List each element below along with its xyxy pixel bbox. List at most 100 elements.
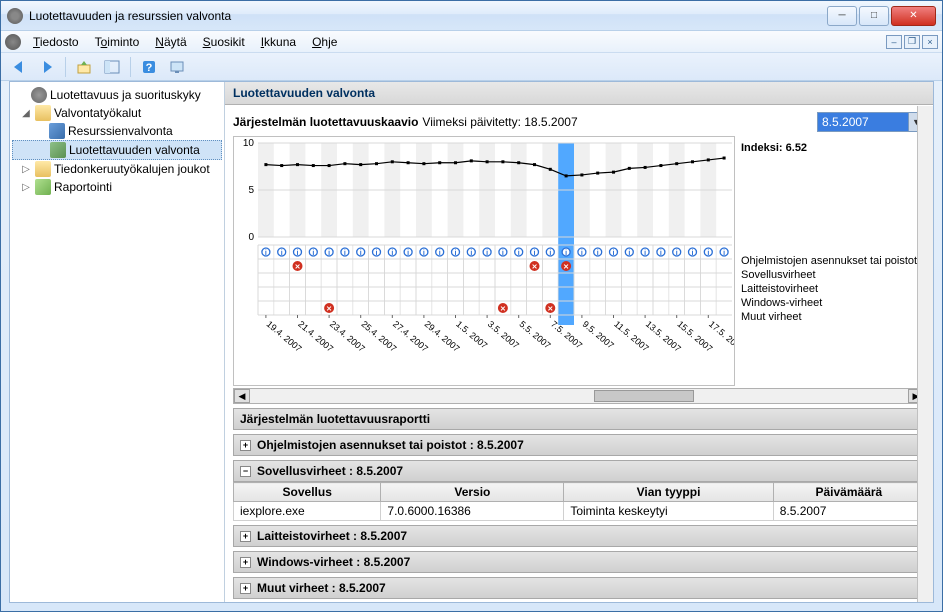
report-header: Järjestelmän luotettavuusraportti bbox=[233, 408, 925, 430]
date-input[interactable] bbox=[818, 115, 908, 129]
nav-tree: Luotettavuus ja suorituskyky ◢Valvontaty… bbox=[10, 82, 225, 602]
tree-data-collector-sets[interactable]: ▷Tiedonkeruutyökalujen joukot bbox=[12, 160, 222, 178]
toolbar: ? bbox=[1, 53, 942, 81]
section-win-failures[interactable]: +Windows-virheet : 8.5.2007 bbox=[233, 551, 925, 573]
close-button[interactable]: ✕ bbox=[891, 6, 936, 26]
content-pane: Luotettavuuden valvonta Järjestelmän luo… bbox=[225, 82, 933, 602]
menubar: Tiedosto Toiminto Näytä Suosikit Ikkuna … bbox=[1, 31, 942, 53]
svg-text:i: i bbox=[502, 250, 504, 257]
svg-text:i: i bbox=[549, 250, 551, 257]
mdi-restore[interactable]: ❐ bbox=[904, 35, 920, 49]
titlebar: Luotettavuuden ja resurssien valvonta ─ … bbox=[1, 1, 942, 31]
section-installs[interactable]: +Ohjelmistojen asennukset tai poistot : … bbox=[233, 434, 925, 456]
minimize-button[interactable]: ─ bbox=[827, 6, 857, 26]
chart-legend: Indeksi: 6.52 Ohjelmistojen asennukset t… bbox=[735, 136, 925, 386]
folder-icon bbox=[35, 105, 51, 121]
resource-icon bbox=[49, 123, 65, 139]
content-inner: Järjestelmän luotettavuuskaavio Viimeksi… bbox=[225, 106, 933, 602]
svg-text:i: i bbox=[407, 250, 409, 257]
svg-text:i: i bbox=[628, 250, 630, 257]
app-icon bbox=[7, 8, 23, 24]
svg-text:✕: ✕ bbox=[547, 306, 553, 313]
tree-root[interactable]: Luotettavuus ja suorituskyky bbox=[12, 86, 222, 104]
svg-text:i: i bbox=[391, 250, 393, 257]
svg-text:i: i bbox=[439, 250, 441, 257]
svg-text:i: i bbox=[565, 250, 567, 257]
col-app[interactable]: Sovellus bbox=[234, 483, 381, 502]
content-vscroll[interactable] bbox=[917, 106, 933, 602]
svg-text:10: 10 bbox=[243, 138, 255, 149]
tree-reports[interactable]: ▷Raportointi bbox=[12, 178, 222, 196]
svg-text:✕: ✕ bbox=[295, 264, 301, 271]
date-selector[interactable]: ▼ bbox=[817, 112, 925, 132]
app-failures-table: Sovellus Versio Vian tyyppi Päivämäärä i… bbox=[233, 482, 925, 521]
svg-text:i: i bbox=[470, 250, 472, 257]
svg-text:i: i bbox=[723, 250, 725, 257]
mdi-minimize[interactable]: – bbox=[886, 35, 902, 49]
menu-view[interactable]: Näytä bbox=[147, 33, 194, 51]
svg-text:i: i bbox=[360, 250, 362, 257]
scroll-thumb[interactable] bbox=[594, 390, 694, 402]
svg-text:3.5. 2007: 3.5. 2007 bbox=[486, 319, 521, 351]
menu-action[interactable]: Toiminto bbox=[87, 33, 148, 51]
svg-text:i: i bbox=[486, 250, 488, 257]
svg-text:i: i bbox=[328, 250, 330, 257]
menu-window[interactable]: Ikkuna bbox=[253, 33, 304, 51]
menu-file[interactable]: Tiedosto bbox=[25, 33, 87, 51]
svg-text:i: i bbox=[676, 250, 678, 257]
app-window: Luotettavuuden ja resurssien valvonta ─ … bbox=[0, 0, 943, 612]
menu-favorites[interactable]: Suosikit bbox=[195, 33, 253, 51]
chart-caption: Järjestelmän luotettavuuskaavio bbox=[233, 115, 418, 129]
svg-text:i: i bbox=[534, 250, 536, 257]
svg-text:✕: ✕ bbox=[326, 306, 332, 313]
svg-text:✕: ✕ bbox=[563, 264, 569, 271]
chart-updated: Viimeksi päivitetty: 18.5.2007 bbox=[422, 115, 577, 129]
svg-text:i: i bbox=[692, 250, 694, 257]
svg-text:i: i bbox=[281, 250, 283, 257]
reliability-chart[interactable]: 0510iiiiiiiiiiiiiiiiiiiiiiiiiiiiii✕✕✕✕✕✕… bbox=[233, 136, 735, 386]
svg-text:i: i bbox=[707, 250, 709, 257]
menu-help[interactable]: Ohje bbox=[304, 33, 345, 51]
svg-text:i: i bbox=[344, 250, 346, 257]
tree-resource-monitor[interactable]: Resurssienvalvonta bbox=[12, 122, 222, 140]
forward-button[interactable] bbox=[35, 56, 59, 78]
svg-text:i: i bbox=[581, 250, 583, 257]
svg-text:i: i bbox=[376, 250, 378, 257]
menubar-app-icon bbox=[5, 34, 21, 50]
show-hide-tree-button[interactable] bbox=[100, 56, 124, 78]
chart-header: Järjestelmän luotettavuuskaavio Viimeksi… bbox=[233, 112, 925, 132]
maximize-button[interactable]: □ bbox=[859, 6, 889, 26]
help-button[interactable]: ? bbox=[137, 56, 161, 78]
report-icon bbox=[35, 179, 51, 195]
chart-hscroll[interactable]: ◀ ▶ bbox=[233, 388, 925, 404]
svg-text:i: i bbox=[597, 250, 599, 257]
svg-text:5: 5 bbox=[248, 185, 254, 196]
col-version[interactable]: Versio bbox=[381, 483, 564, 502]
svg-text:9.5. 2007: 9.5. 2007 bbox=[581, 319, 616, 351]
table-row[interactable]: iexplore.exe7.0.6000.16386Toiminta keske… bbox=[234, 502, 925, 521]
tree-reliability-monitor[interactable]: Luotettavuuden valvonta bbox=[12, 140, 222, 160]
section-misc-failures[interactable]: +Muut virheet : 8.5.2007 bbox=[233, 577, 925, 599]
svg-text:i: i bbox=[518, 250, 520, 257]
svg-text:i: i bbox=[613, 250, 615, 257]
svg-text:?: ? bbox=[146, 62, 153, 74]
scroll-left-icon[interactable]: ◀ bbox=[234, 389, 250, 403]
back-button[interactable] bbox=[7, 56, 31, 78]
svg-text:i: i bbox=[265, 250, 267, 257]
tree-monitoring-tools[interactable]: ◢Valvontatyökalut bbox=[12, 104, 222, 122]
mdi-close[interactable]: × bbox=[922, 35, 938, 49]
section-app-failures[interactable]: −Sovellusvirheet : 8.5.2007 bbox=[233, 460, 925, 482]
window-title: Luotettavuuden ja resurssien valvonta bbox=[29, 9, 827, 23]
content-title: Luotettavuuden valvonta bbox=[225, 82, 933, 105]
gear-icon bbox=[31, 87, 47, 103]
client-area: Luotettavuus ja suorituskyky ◢Valvontaty… bbox=[9, 81, 934, 603]
reliability-icon bbox=[50, 142, 66, 158]
up-folder-button[interactable] bbox=[72, 56, 96, 78]
svg-text:i: i bbox=[644, 250, 646, 257]
col-date[interactable]: Päivämäärä bbox=[773, 483, 924, 502]
svg-text:✕: ✕ bbox=[500, 306, 506, 313]
section-hw-failures[interactable]: +Laitteistovirheet : 8.5.2007 bbox=[233, 525, 925, 547]
col-type[interactable]: Vian tyyppi bbox=[564, 483, 773, 502]
monitor-button[interactable] bbox=[165, 56, 189, 78]
svg-text:i: i bbox=[312, 250, 314, 257]
